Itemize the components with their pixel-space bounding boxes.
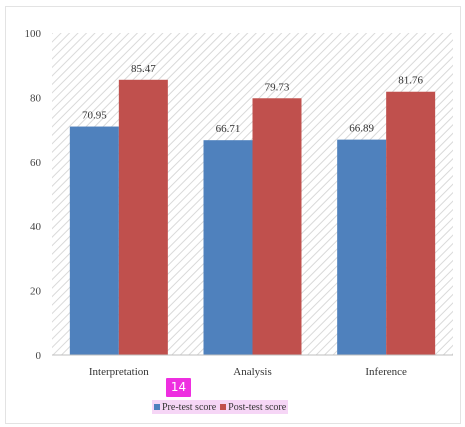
x-tick-label: Analysis <box>233 366 272 378</box>
bar-pre-interpretation <box>69 126 119 355</box>
legend-swatch-post <box>220 404 227 410</box>
annotation-badge: 14 <box>166 378 191 397</box>
legend-label-pre: Pre-test score <box>162 401 217 413</box>
bar-pre-analysis <box>203 140 253 355</box>
x-tick-label: Interpretation <box>89 366 149 378</box>
y-tick-label: 80 <box>30 92 42 104</box>
data-label: 70.95 <box>82 110 107 122</box>
legend-item-post: Post-test score <box>220 402 286 413</box>
bar-post-analysis <box>252 98 302 355</box>
data-label: 66.89 <box>349 123 374 135</box>
bar-post-interpretation <box>118 79 168 356</box>
data-label: 66.71 <box>216 123 241 135</box>
legend-label-post: Post-test score <box>228 401 287 413</box>
legend: Pre-test score Post-test score <box>152 400 289 414</box>
data-label: 85.47 <box>131 63 156 75</box>
legend-item-pre: Pre-test score <box>154 402 216 413</box>
data-label: 81.76 <box>398 75 423 87</box>
y-tick-label: 20 <box>30 286 42 298</box>
bar-pre-inference <box>337 139 387 355</box>
x-tick-label: Inference <box>365 366 407 378</box>
legend-swatch-pre <box>154 404 160 410</box>
data-label: 79.73 <box>265 81 290 93</box>
y-tick-label: 0 <box>36 350 42 362</box>
y-tick-label: 100 <box>25 28 42 40</box>
y-tick-label: 60 <box>30 157 42 169</box>
bar-post-inference <box>386 91 436 356</box>
y-tick-label: 40 <box>30 221 42 233</box>
